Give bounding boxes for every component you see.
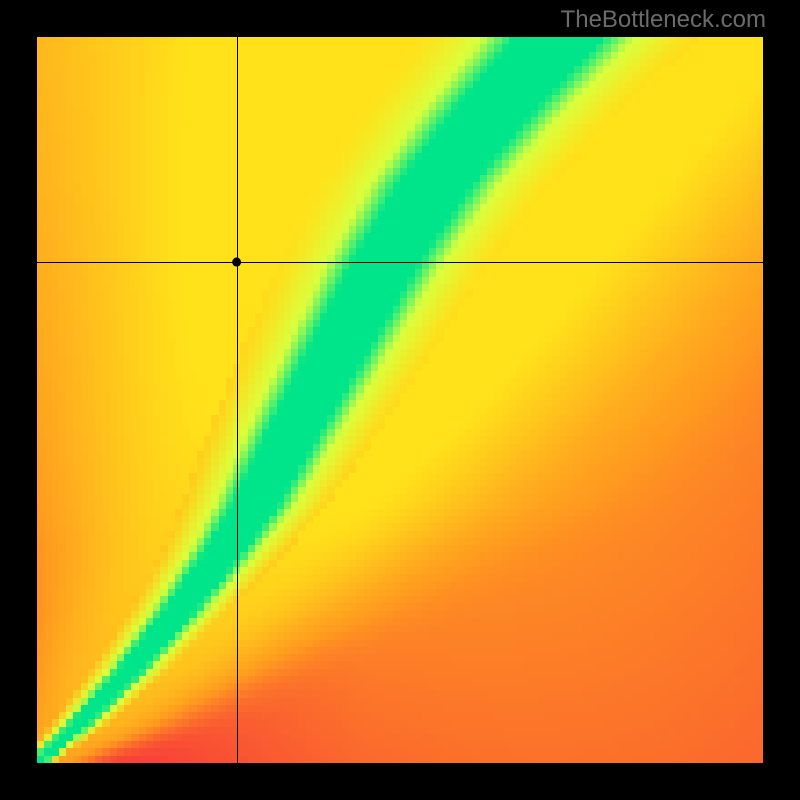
watermark-text: TheBottleneck.com	[561, 6, 766, 34]
chart-container: TheBottleneck.com	[0, 0, 800, 800]
bottleneck-heatmap	[37, 37, 763, 763]
